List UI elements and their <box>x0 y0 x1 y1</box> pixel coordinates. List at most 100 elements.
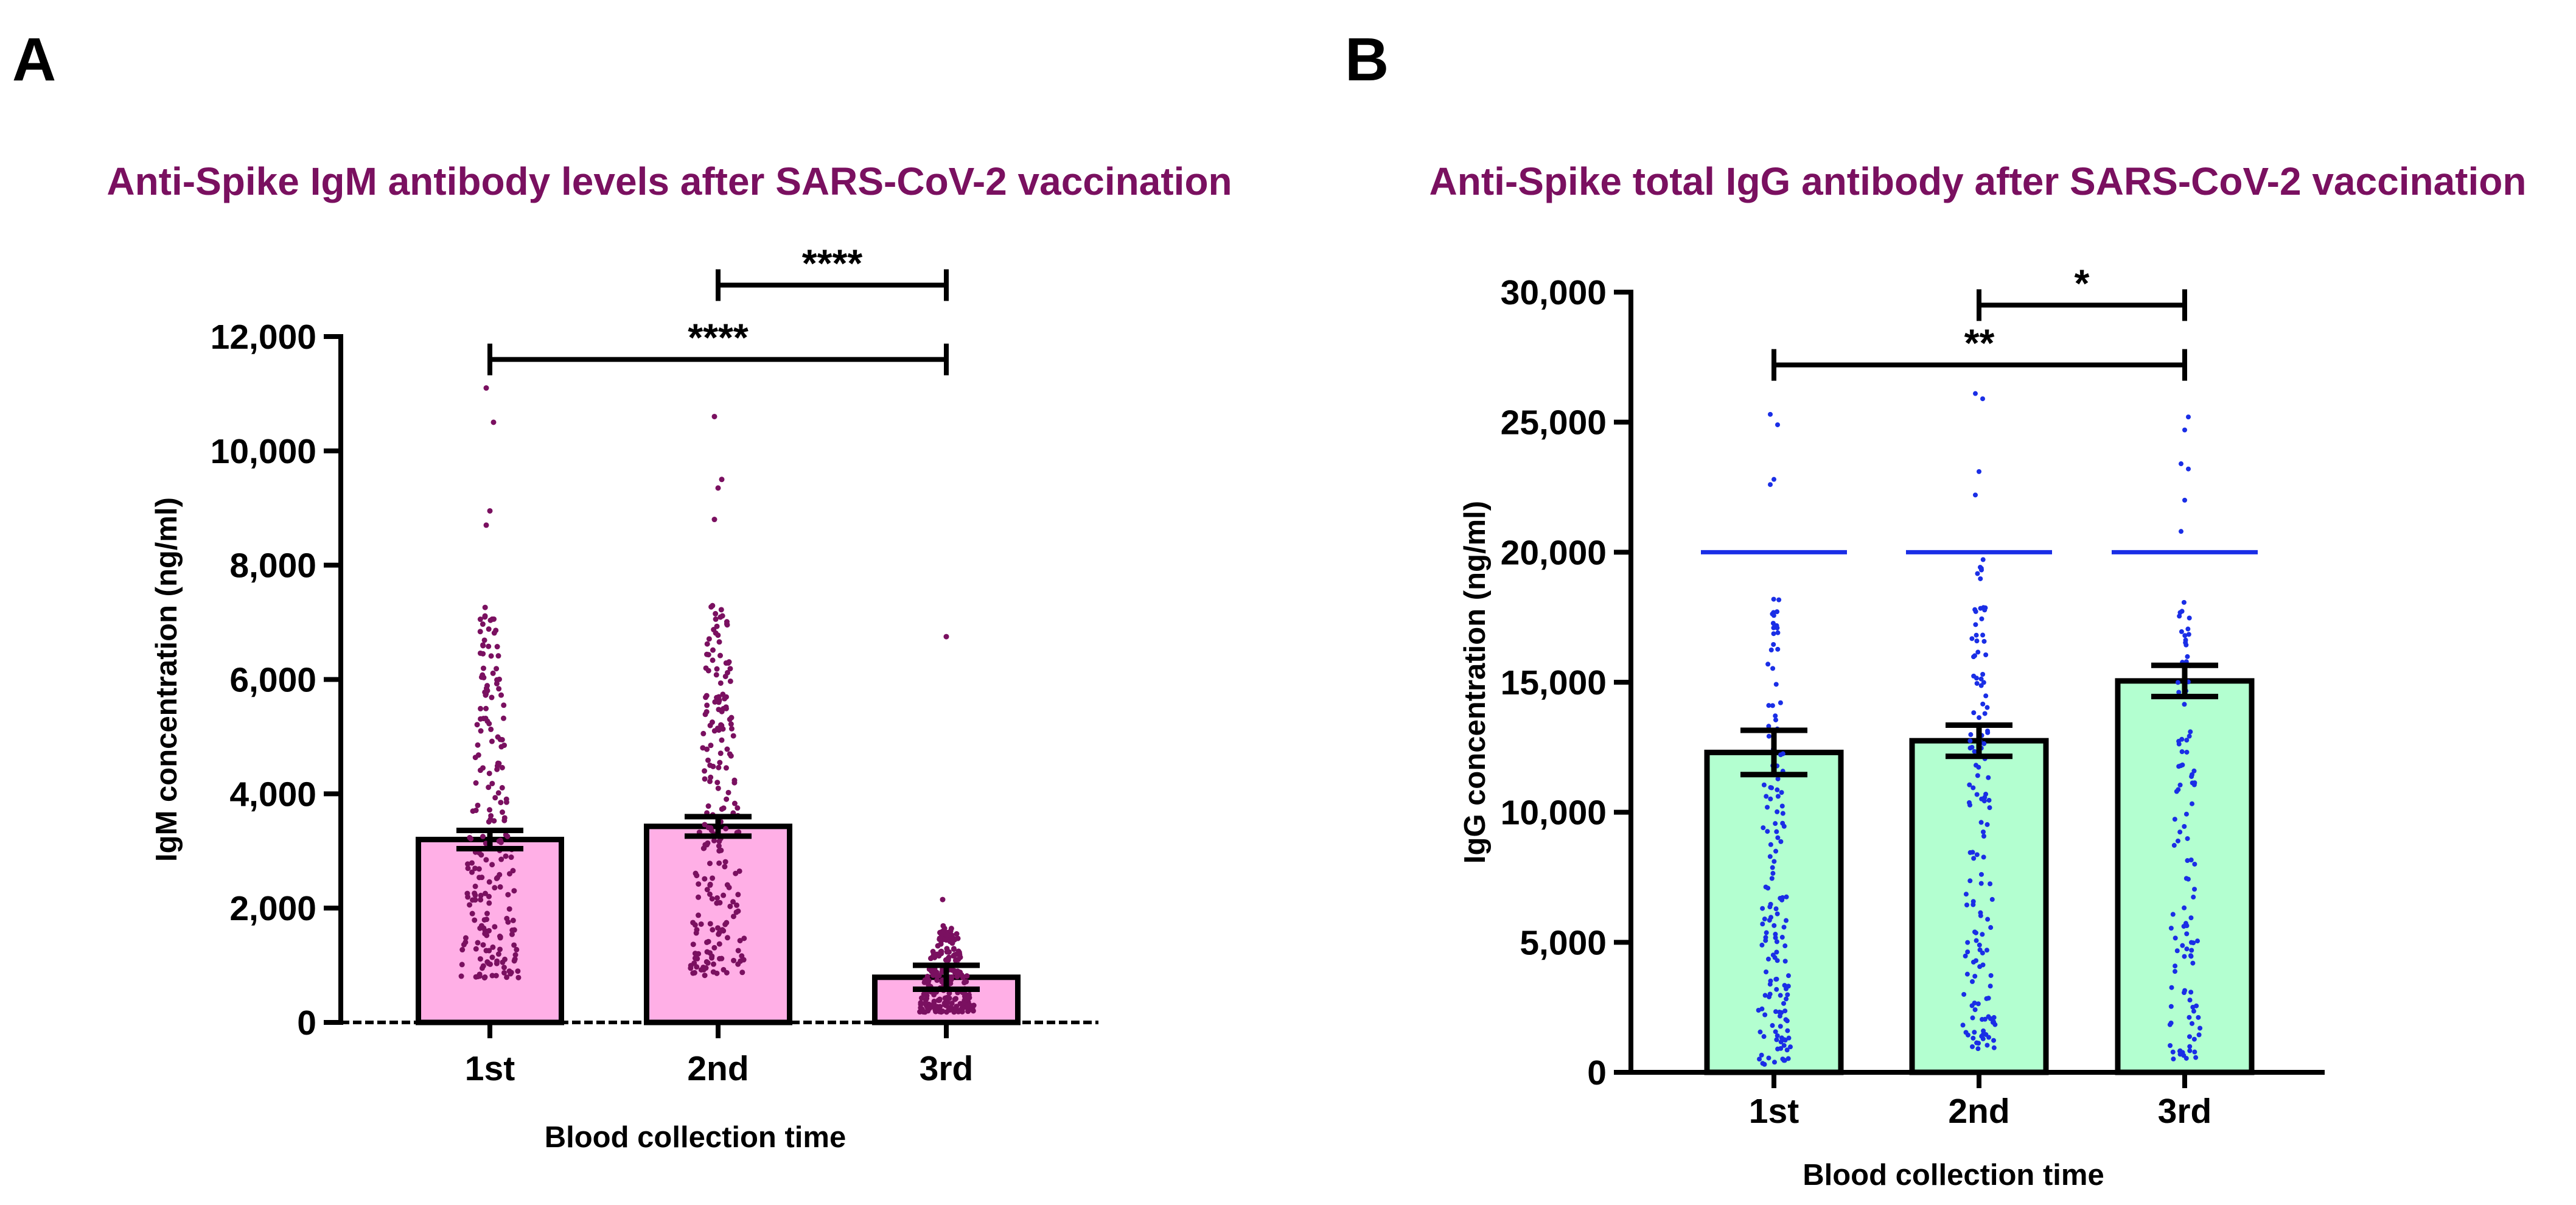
data-point <box>735 805 741 811</box>
data-point <box>489 780 495 786</box>
data-point <box>1770 621 1776 626</box>
data-point <box>1774 1037 1779 1043</box>
data-point <box>723 705 729 711</box>
data-point <box>1972 749 1977 754</box>
data-point <box>704 887 710 893</box>
data-point <box>717 760 723 766</box>
data-point <box>724 621 730 627</box>
data-point <box>925 1005 931 1011</box>
data-point <box>1768 796 1773 802</box>
data-point <box>2187 1034 2192 1039</box>
data-point <box>948 980 954 987</box>
data-point <box>2170 1049 2176 1055</box>
data-point <box>730 899 736 905</box>
data-point <box>2196 1015 2201 1020</box>
data-point <box>1764 930 1769 935</box>
y-tick-label: 2,000 <box>229 889 316 928</box>
x-tick-label: 2nd <box>687 1049 749 1088</box>
data-point <box>711 413 717 419</box>
data-point <box>469 860 475 866</box>
data-point <box>488 812 494 819</box>
data-point <box>704 702 710 708</box>
data-point <box>1778 839 1784 844</box>
data-point <box>495 790 501 796</box>
data-point <box>707 891 713 897</box>
data-point <box>482 890 488 896</box>
data-point <box>1978 871 1984 877</box>
data-point <box>2192 1049 2197 1055</box>
data-point <box>1971 673 1977 679</box>
data-point <box>1759 942 1765 948</box>
data-point <box>487 961 494 967</box>
data-point <box>2184 738 2190 743</box>
data-point <box>1767 854 1773 859</box>
data-point <box>514 946 520 952</box>
y-tick-label: 15,000 <box>1501 663 1607 702</box>
data-point <box>1768 915 1774 920</box>
data-point <box>500 959 506 965</box>
data-point <box>1970 1035 1976 1041</box>
data-point <box>1785 992 1790 997</box>
data-point <box>2177 782 2183 788</box>
data-point <box>1771 477 1776 482</box>
significance-label: * <box>2075 261 2090 305</box>
data-point <box>957 954 963 960</box>
data-point <box>1778 993 1783 998</box>
data-point <box>481 637 487 643</box>
data-point <box>1762 917 1767 922</box>
x-tick-label: 2nd <box>1948 1092 2009 1131</box>
data-point <box>2183 642 2189 648</box>
significance-label: ** <box>1964 321 1995 365</box>
data-point <box>501 815 508 821</box>
data-point <box>946 1006 952 1012</box>
data-point <box>482 614 488 620</box>
data-point <box>480 621 486 627</box>
data-point <box>494 666 500 672</box>
data-point <box>2177 830 2183 835</box>
data-point <box>1765 805 1770 810</box>
data-point <box>1768 411 1773 417</box>
data-point <box>1969 744 1975 750</box>
data-point <box>1974 792 1980 797</box>
data-point <box>2183 637 2188 643</box>
bar-2nd <box>644 823 792 1025</box>
data-point <box>487 807 493 813</box>
data-point <box>727 666 733 672</box>
data-point <box>1766 724 1771 729</box>
chart-title: Anti-Spike IgM antibody levels after SAR… <box>106 159 1232 203</box>
data-point <box>2188 990 2194 995</box>
data-point <box>1774 939 1779 945</box>
data-point <box>486 948 492 954</box>
data-point <box>964 973 970 979</box>
data-point <box>709 719 715 725</box>
igg-chart-panel: Anti-Spike total IgG antibody after SARS… <box>1429 159 2527 1192</box>
data-point <box>705 757 711 763</box>
data-point <box>511 927 517 933</box>
data-point <box>707 881 713 887</box>
data-point <box>473 946 479 952</box>
data-point <box>2193 1055 2199 1060</box>
data-point <box>2185 858 2190 864</box>
data-point <box>1986 1035 1992 1040</box>
data-point <box>719 613 725 619</box>
data-point <box>962 993 968 999</box>
data-point <box>1774 949 1779 955</box>
data-point <box>495 951 501 957</box>
data-point <box>955 948 962 954</box>
data-point <box>459 962 465 968</box>
data-point <box>477 956 483 962</box>
data-point <box>2184 931 2190 937</box>
data-point <box>1771 923 1777 928</box>
data-point <box>1773 821 1778 826</box>
data-point <box>1761 1034 1767 1039</box>
data-point <box>1778 700 1783 705</box>
data-point <box>949 939 955 945</box>
y-tick-label: 10,000 <box>1501 794 1607 833</box>
data-point <box>2186 632 2191 637</box>
data-point <box>1762 993 1768 998</box>
data-point <box>2174 948 2180 954</box>
data-point <box>940 928 946 934</box>
data-point <box>1762 1012 1768 1018</box>
data-point <box>934 1004 940 1010</box>
data-point <box>714 895 721 901</box>
